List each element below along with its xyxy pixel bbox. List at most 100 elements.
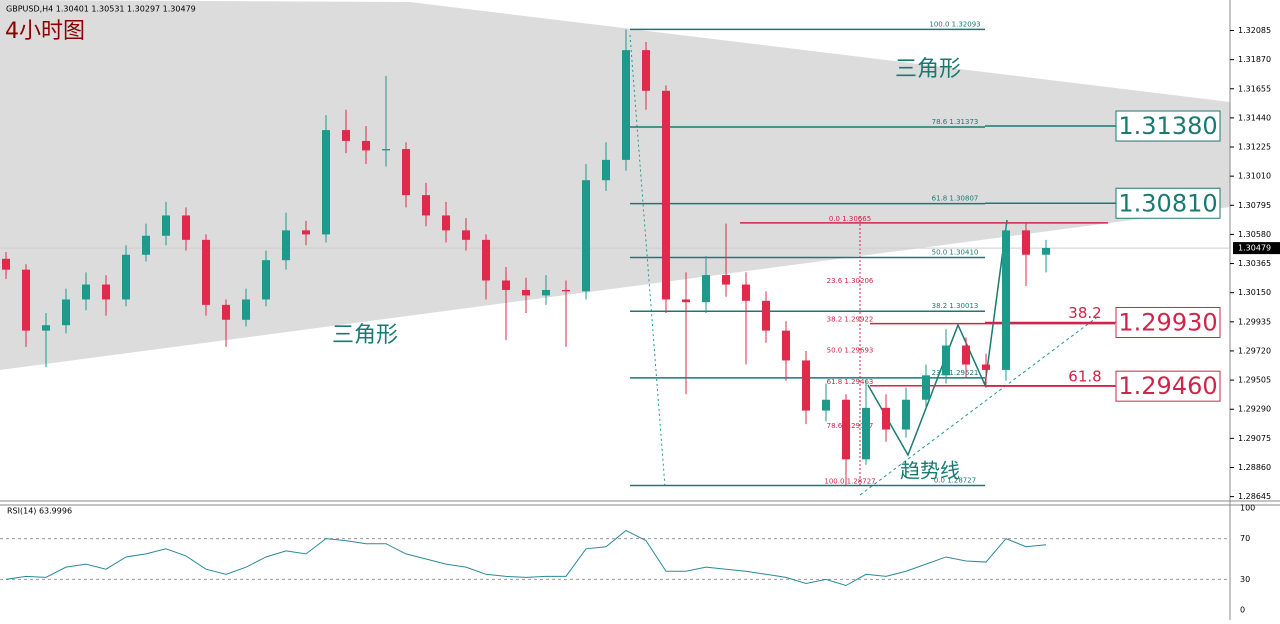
fib-label: 61.8 1.30807: [932, 195, 979, 203]
rsi-title: RSI(14) 63.9996: [7, 507, 72, 516]
candle-body: [862, 407, 870, 460]
y-tick-label: 1.29290: [1238, 405, 1271, 414]
triangle-zone: [0, 0, 1230, 370]
candle-body: [642, 50, 650, 91]
symbol-info: GBPUSD,H4 1.30401 1.30531 1.30297 1.3047…: [6, 5, 196, 14]
candle-body: [462, 230, 470, 240]
candle-body: [202, 239, 210, 305]
fib-anchor-line: [629, 34, 666, 488]
rsi-tick-label: 30: [1240, 575, 1250, 584]
y-tick-label: 1.31010: [1238, 172, 1271, 181]
y-tick-label: 1.31440: [1238, 113, 1271, 122]
y-tick-label: 1.29075: [1238, 434, 1271, 443]
timeframe-label: 4小时图: [5, 19, 85, 44]
current-price-box: [1233, 242, 1280, 255]
candle-body: [922, 375, 930, 400]
triangle-label: 三角形: [895, 57, 961, 82]
candle-body: [1022, 230, 1030, 255]
y-tick-label: 1.28860: [1238, 463, 1271, 472]
candle-body: [802, 360, 810, 411]
y-tick-label: 1.31225: [1238, 143, 1271, 152]
candle-body: [822, 399, 830, 411]
candle-body: [142, 235, 150, 255]
candle-body: [782, 330, 790, 361]
fib-label: 0.0 1.28727: [934, 477, 976, 485]
rsi-tick-label: 70: [1240, 534, 1250, 543]
triangle-label: 三角形: [332, 323, 398, 348]
y-tick-label: 1.30150: [1238, 288, 1271, 297]
candle-body: [362, 140, 370, 151]
candle-body: [582, 180, 590, 292]
candle-body: [962, 345, 970, 365]
y-tick-label: 1.30580: [1238, 230, 1271, 239]
candle-body: [382, 149, 390, 151]
candle-body: [42, 325, 50, 331]
candle-body: [122, 254, 130, 300]
candle-body: [2, 258, 10, 270]
candle-body: [482, 239, 490, 281]
candle-body: [522, 289, 530, 296]
candle-body: [902, 399, 910, 430]
fib-label: 23.6 1.30206: [827, 277, 874, 285]
candle-body: [222, 304, 230, 320]
y-tick-label: 1.29935: [1238, 317, 1271, 326]
candle-body: [322, 130, 330, 235]
key-level-tag: 61.8: [1068, 368, 1101, 386]
candle-body: [722, 275, 730, 285]
candle-body: [342, 130, 350, 141]
candle-body: [702, 275, 710, 303]
key-level-box: [1115, 110, 1221, 142]
fib-label: 100.0 1.28727: [824, 478, 875, 486]
candle-body: [182, 215, 190, 240]
fib-label: 78.6 1.31373: [932, 118, 979, 126]
trend-line: [859, 314, 1101, 496]
y-tick-label: 1.30365: [1238, 259, 1271, 268]
y-tick-label: 1.31870: [1238, 55, 1271, 64]
candle-body: [162, 215, 170, 236]
candle-body: [662, 90, 670, 300]
candle-body: [102, 284, 110, 300]
fib-label: 38.2 1.30013: [932, 302, 979, 310]
key-level-label: 1.29930: [1118, 308, 1217, 336]
candle-body: [942, 345, 950, 376]
rsi-tick-label: 0: [1240, 606, 1245, 615]
y-tick-label: 1.28645: [1238, 492, 1271, 501]
trendline-label: 趋势线: [900, 459, 960, 483]
key-level-label: 1.29460: [1118, 372, 1217, 400]
fib-label: 38.2 1.29922: [827, 316, 874, 324]
zigzag-pattern: [867, 219, 1008, 457]
candle-body: [742, 284, 750, 301]
candle-body: [982, 364, 990, 370]
rsi-tick-label: 100: [1240, 504, 1255, 513]
candle-body: [242, 299, 250, 320]
fib-label: 50.0 1.30410: [932, 248, 979, 256]
candle-body: [882, 407, 890, 430]
fib-label: 100.0 1.32093: [929, 20, 980, 28]
candle-body: [602, 159, 610, 181]
rsi-line: [5, 529, 1047, 587]
candle-body: [62, 299, 70, 326]
fib-label: 0.0 1.30665: [829, 215, 871, 223]
candle-body: [542, 289, 550, 296]
fib-label: 23.6 1.29521: [932, 369, 979, 377]
key-level-label: 1.30810: [1118, 189, 1217, 217]
key-level-box: [1115, 370, 1221, 402]
current-price-label: 1.30479: [1238, 244, 1271, 253]
y-tick-label: 1.29720: [1238, 346, 1271, 355]
key-level-box: [1115, 306, 1221, 338]
key-level-tag: 38.2: [1068, 304, 1101, 322]
candle-body: [402, 149, 410, 196]
fib-label: 61.8 1.29463: [827, 378, 874, 386]
candle-body: [442, 215, 450, 231]
key-level-box: [1115, 187, 1221, 219]
candle-body: [682, 299, 690, 303]
y-tick-label: 1.31655: [1238, 84, 1271, 93]
y-tick-label: 1.29505: [1238, 376, 1271, 385]
candle-body: [1042, 247, 1050, 255]
candle-body: [502, 280, 510, 290]
candle-body: [82, 284, 90, 300]
key-level-label: 1.31380: [1118, 112, 1217, 140]
candle-body: [262, 260, 270, 300]
candle-body: [1002, 230, 1010, 370]
